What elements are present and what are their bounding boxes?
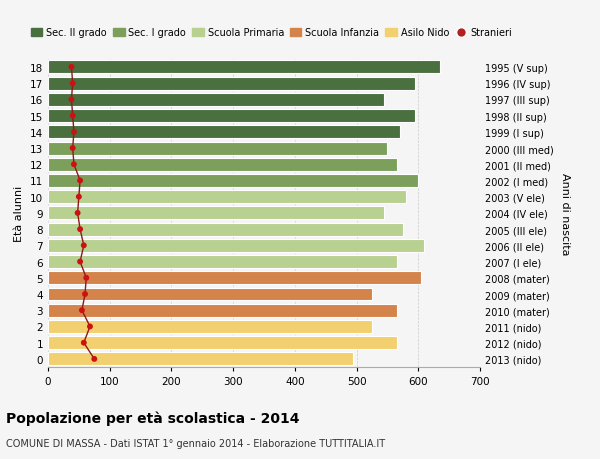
Bar: [48, 320, 372, 333]
Point: [68, 112, 77, 120]
Bar: [48, 207, 385, 220]
Bar: [48, 94, 385, 106]
Bar: [48, 272, 421, 285]
Y-axis label: Anni di nascita: Anni di nascita: [560, 172, 570, 255]
Point: [69, 129, 79, 136]
Bar: [48, 126, 400, 139]
Point: [67, 64, 76, 72]
Point: [82, 274, 91, 282]
Text: Popolazione per età scolastica - 2014: Popolazione per età scolastica - 2014: [6, 411, 299, 425]
Point: [67, 96, 76, 104]
Point: [75, 258, 85, 266]
Point: [68, 80, 77, 88]
Point: [79, 242, 89, 250]
Point: [77, 307, 87, 314]
Bar: [48, 78, 415, 90]
Point: [80, 291, 90, 298]
Bar: [48, 110, 415, 123]
Bar: [48, 62, 440, 74]
Point: [73, 210, 82, 217]
Bar: [48, 353, 353, 365]
Bar: [48, 336, 397, 349]
Bar: [48, 174, 418, 188]
Point: [75, 226, 85, 233]
Text: COMUNE DI MASSA - Dati ISTAT 1° gennaio 2014 - Elaborazione TUTTITALIA.IT: COMUNE DI MASSA - Dati ISTAT 1° gennaio …: [6, 438, 385, 448]
Point: [79, 339, 89, 347]
Point: [68, 145, 77, 152]
Bar: [48, 142, 388, 155]
Bar: [48, 239, 424, 252]
Bar: [48, 304, 397, 317]
Point: [74, 194, 83, 201]
Bar: [48, 223, 403, 236]
Legend: Sec. II grado, Sec. I grado, Scuola Primaria, Scuola Infanzia, Asilo Nido, Stran: Sec. II grado, Sec. I grado, Scuola Prim…: [27, 24, 516, 42]
Point: [89, 355, 99, 363]
Point: [85, 323, 95, 330]
Bar: [48, 256, 397, 269]
Bar: [48, 288, 372, 301]
Bar: [48, 158, 397, 171]
Point: [75, 177, 85, 185]
Y-axis label: Età alunni: Età alunni: [14, 185, 25, 241]
Bar: [48, 191, 406, 204]
Point: [69, 161, 79, 168]
